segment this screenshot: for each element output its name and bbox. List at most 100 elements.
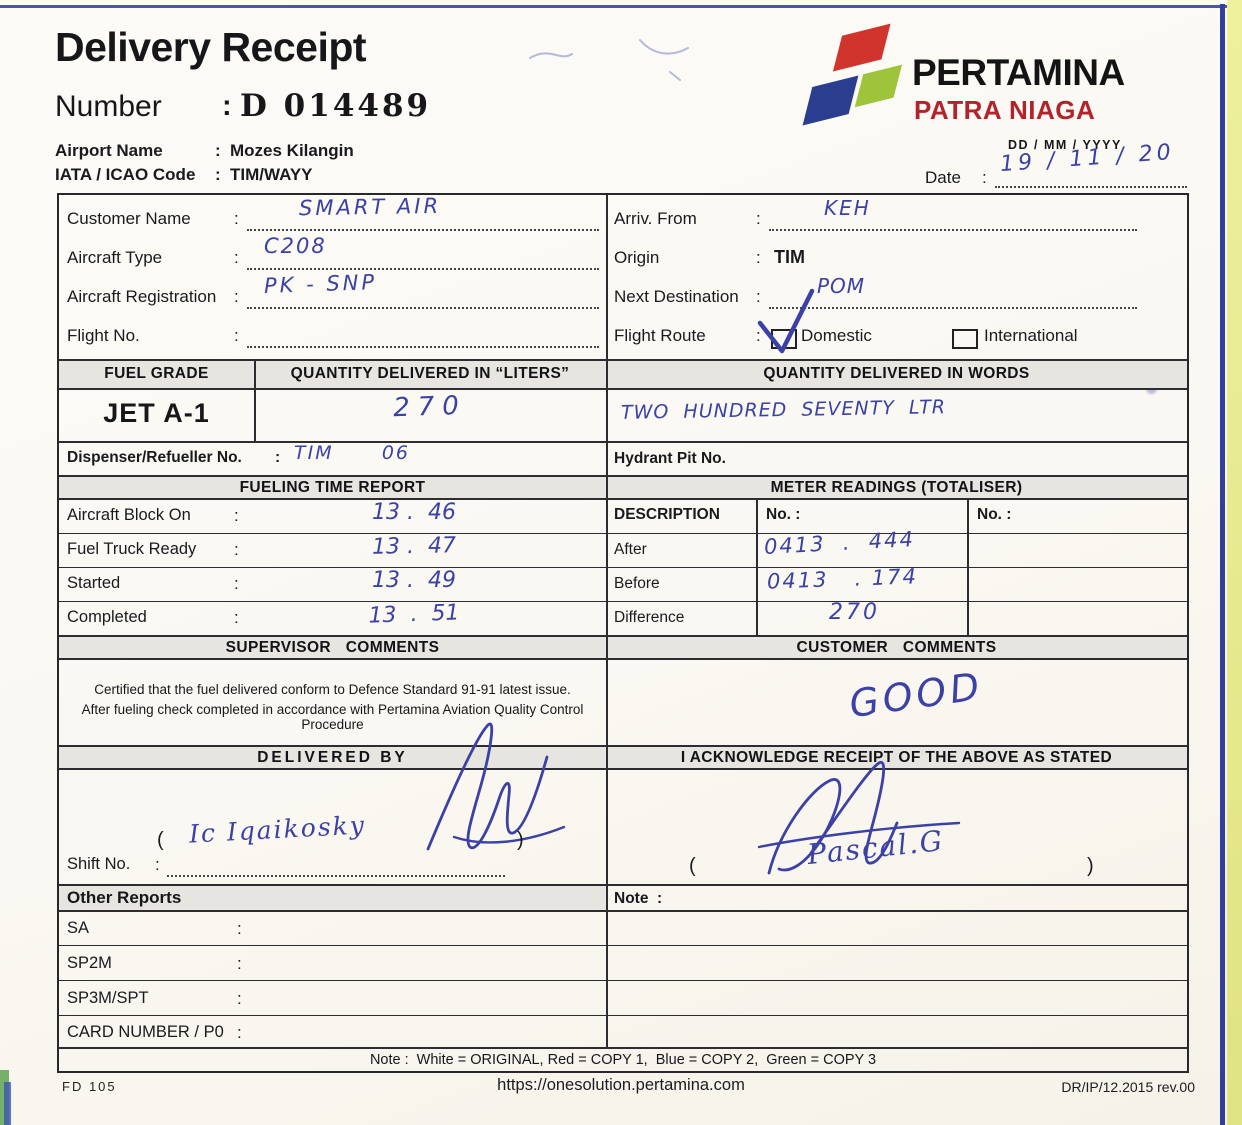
iata-icao-label: IATA / ICAO Code bbox=[55, 165, 196, 184]
report-sp2m-label: SP2M bbox=[67, 954, 112, 972]
shift-no-label: Shift No. bbox=[67, 855, 131, 873]
divider-line bbox=[59, 910, 1187, 912]
brand-name: PERTAMINA bbox=[912, 52, 1125, 93]
arriv-from-fill-line bbox=[769, 229, 1137, 231]
divider-line bbox=[59, 635, 1187, 637]
meter-before-value: 0413 . 174 bbox=[766, 564, 919, 594]
block-on-label: Aircraft Block On bbox=[67, 506, 191, 524]
meter-difference-label: Difference bbox=[614, 609, 685, 626]
meter-after-label: After bbox=[614, 541, 647, 558]
next-destination-fill-line bbox=[769, 307, 1137, 309]
customer-name-value: SMART AIR bbox=[298, 193, 442, 221]
flight-route-colon: : bbox=[756, 326, 761, 345]
supervisor-comment-line2: After fueling check completed in accorda… bbox=[81, 702, 584, 732]
other-reports-title: Other Reports bbox=[67, 888, 182, 907]
report-sp2m-colon: : bbox=[237, 954, 242, 973]
divider-line bbox=[59, 441, 1187, 443]
customer-comment-value: GOOD bbox=[846, 663, 986, 727]
aircraft-registration-fill-line bbox=[247, 307, 599, 309]
fuel-qty-words-value: TWO HUNDRED SEVENTY LTR bbox=[620, 396, 947, 424]
date-colon: : bbox=[982, 168, 987, 187]
meter-after-value: 0413 . 444 bbox=[763, 527, 916, 559]
fuel-qty-header: QUANTITY DELIVERED IN “LITERS” bbox=[290, 365, 570, 382]
report-card-colon: : bbox=[237, 1023, 242, 1042]
delivered-signature bbox=[426, 722, 566, 851]
dispenser-colon: : bbox=[275, 449, 281, 466]
block-on-colon: : bbox=[234, 506, 239, 525]
paper-edge-right-line bbox=[1220, 4, 1225, 1125]
paper-edge-yellow bbox=[1227, 0, 1242, 1125]
report-sa-label: SA bbox=[67, 919, 90, 937]
number-label: Number bbox=[55, 90, 162, 123]
supervisor-comments-title: SUPERVISOR COMMENTS bbox=[225, 639, 440, 656]
origin-label: Origin bbox=[614, 248, 660, 267]
fuel-grade-header: FUEL GRADE bbox=[104, 365, 209, 382]
brand-subname: PATRA NIAGA bbox=[914, 95, 1096, 125]
note-label: Note bbox=[614, 890, 649, 907]
meter-readings-title: METER READINGS (TOTALISER) bbox=[770, 479, 1023, 496]
date-fill-line bbox=[995, 186, 1187, 188]
divider-line bbox=[756, 498, 758, 635]
divider-line bbox=[59, 533, 1187, 534]
domestic-label: Domestic bbox=[801, 326, 872, 345]
arriv-from-label: Arriv. From bbox=[614, 209, 697, 228]
divider-line bbox=[59, 980, 1187, 981]
divider-line bbox=[59, 745, 1187, 747]
origin-value: TIM bbox=[774, 247, 805, 267]
international-label: International bbox=[984, 326, 1078, 345]
page-title: Delivery Receipt bbox=[55, 24, 367, 70]
fuel-words-header: QUANTITY DELIVERED IN WORDS bbox=[763, 365, 1030, 382]
meter-difference-value: 270 bbox=[829, 600, 880, 625]
flight-route-label: Flight Route bbox=[614, 326, 706, 345]
form-code: FD 105 bbox=[62, 1079, 117, 1094]
section-header-bar bbox=[59, 747, 1187, 768]
date-format-hint: DD / MM / YYYY bbox=[1008, 138, 1122, 152]
dispenser-value: TIM 06 bbox=[294, 442, 411, 464]
section-header-bar bbox=[59, 477, 1187, 498]
customer-comments-title: CUSTOMER COMMENTS bbox=[796, 639, 997, 656]
divider-line bbox=[59, 768, 1187, 770]
started-label: Started bbox=[67, 574, 121, 592]
arriv-from-colon: : bbox=[756, 209, 761, 228]
delivered-name-lparen: ( bbox=[157, 829, 164, 851]
form-body: Customer Name : SMART AIR Aircraft Type … bbox=[57, 193, 1189, 1073]
note-colon: : bbox=[657, 890, 663, 907]
copy-color-note: Note : White = ORIGINAL, Red = COPY 1, B… bbox=[369, 1052, 877, 1068]
block-on-value: 13 . 46 bbox=[372, 500, 456, 525]
aircraft-registration-value: PK - SNP bbox=[263, 270, 378, 298]
stray-pen-mark bbox=[529, 39, 689, 81]
date-label: Date bbox=[925, 168, 961, 187]
fuel-grade-value: JET A-1 bbox=[103, 398, 210, 428]
meter-description-header: DESCRIPTION bbox=[614, 506, 720, 523]
divider-line bbox=[254, 359, 256, 441]
domestic-checkmark-icon bbox=[757, 288, 815, 354]
started-colon: : bbox=[234, 574, 239, 593]
aircraft-registration-label: Aircraft Registration bbox=[67, 287, 217, 306]
next-destination-value: POM bbox=[817, 274, 866, 298]
logo-red-shape bbox=[832, 23, 891, 72]
aircraft-registration-colon: : bbox=[234, 287, 239, 306]
divider-line bbox=[59, 1015, 1187, 1016]
completed-value: 13 . 51 bbox=[368, 600, 460, 629]
completed-label: Completed bbox=[67, 608, 147, 626]
section-header-bar bbox=[59, 637, 1187, 658]
report-sp3m-colon: : bbox=[237, 989, 242, 1008]
international-checkbox bbox=[952, 329, 978, 349]
delivered-name-rparen: ) bbox=[517, 829, 524, 851]
meter-no2-header: No. : bbox=[977, 506, 1012, 523]
aircraft-type-fill-line bbox=[247, 268, 599, 270]
truck-ready-colon: : bbox=[234, 540, 239, 559]
divider-line bbox=[59, 601, 1187, 602]
airport-name-value: Mozes Kilangin bbox=[230, 141, 354, 160]
delivered-name-value: Ic Iqaikosky bbox=[188, 810, 367, 849]
airport-name-label: Airport Name bbox=[55, 141, 163, 160]
customer-name-colon: : bbox=[234, 209, 239, 228]
fuel-qty-value: 270 bbox=[392, 390, 468, 424]
logo-green-shape bbox=[854, 64, 903, 108]
divider-line bbox=[59, 359, 1187, 361]
iata-icao-colon: : bbox=[215, 165, 221, 184]
number-value: D 014489 bbox=[240, 88, 432, 124]
next-destination-colon: : bbox=[756, 287, 761, 306]
started-value: 13 . 49 bbox=[372, 568, 456, 593]
